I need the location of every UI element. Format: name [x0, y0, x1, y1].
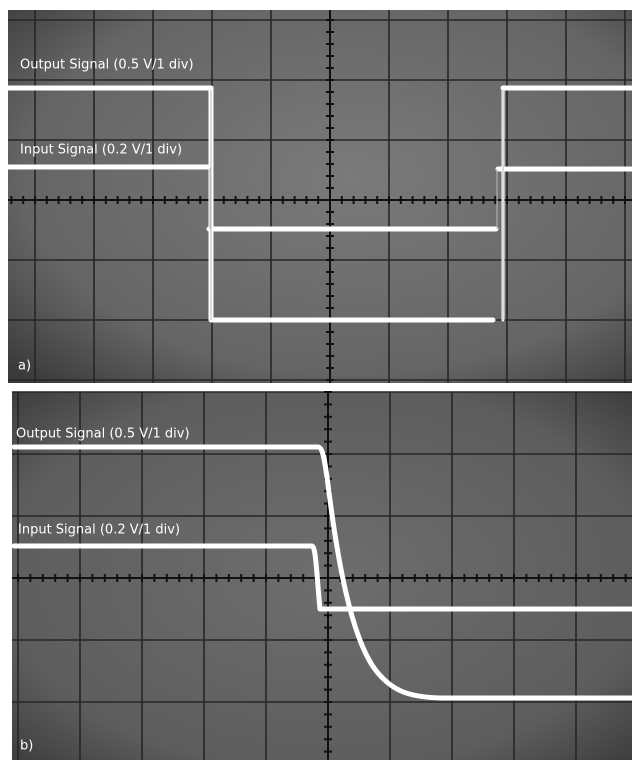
panel-tag: a) — [18, 359, 31, 374]
output-label: Output Signal (0.5 V/1 div) — [16, 427, 190, 442]
panel-tag: b) — [20, 739, 33, 754]
panel-a: Output Signal (0.5 V/1 div) Input Signal… — [8, 10, 632, 383]
panel-b: Output Signal (0.5 V/1 div) Input Signal… — [12, 392, 632, 760]
input-label: Input Signal (0.2 V/1 div) — [18, 523, 180, 538]
output-label: Output Signal (0.5 V/1 div) — [20, 58, 194, 73]
oscilloscope-figure: Output Signal (0.5 V/1 div) Input Signal… — [0, 0, 632, 760]
input-label: Input Signal (0.2 V/1 div) — [20, 143, 182, 158]
